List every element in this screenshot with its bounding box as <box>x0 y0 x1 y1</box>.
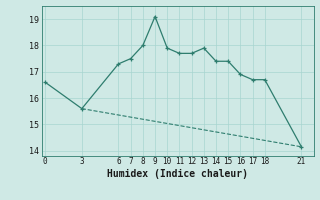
X-axis label: Humidex (Indice chaleur): Humidex (Indice chaleur) <box>107 169 248 179</box>
